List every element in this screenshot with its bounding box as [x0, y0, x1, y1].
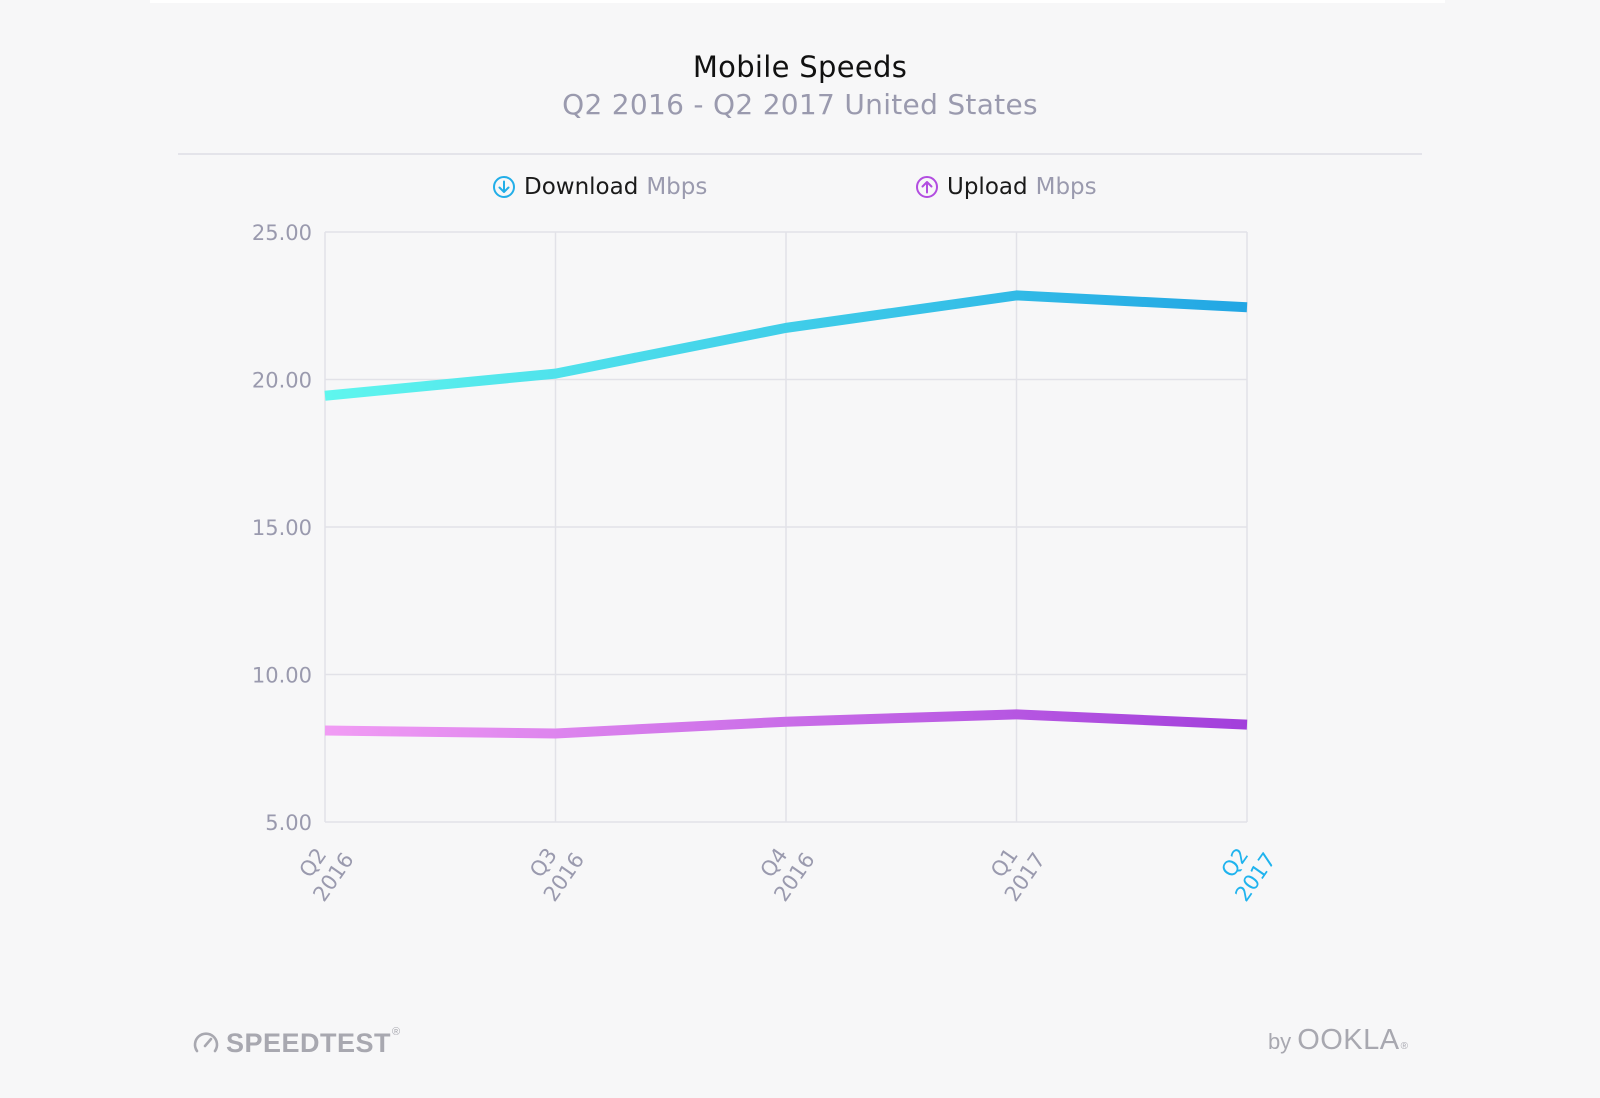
y-tick-label: 10.00 — [252, 664, 312, 688]
series-line-upload — [324, 709, 1248, 739]
legend-download-label: Download — [524, 174, 639, 200]
arrow-down-circle-icon — [493, 176, 515, 198]
ookla-registered-mark: ® — [1400, 1041, 1408, 1052]
speedtest-wordmark: SPEEDTEST — [226, 1027, 392, 1058]
legend-download: Download Mbps — [492, 172, 707, 202]
ookla-logo: by OOKLA ® — [1268, 1024, 1408, 1058]
legend-upload-label: Upload — [947, 174, 1028, 200]
y-tick-label: 5.00 — [265, 811, 312, 835]
speedtest-registered-mark: ® — [392, 1026, 401, 1038]
legend-upload-unit: Mbps — [1035, 174, 1097, 200]
speedtest-logo: SPEEDTEST ® — [192, 1026, 400, 1060]
chart-subtitle: Q2 2016 - Q2 2017 United States — [562, 88, 1038, 121]
y-tick-label: 25.00 — [252, 221, 312, 245]
top-strip — [150, 0, 1445, 3]
chart-title: Mobile Speeds — [692, 50, 908, 84]
legend-upload: Upload Mbps — [915, 172, 1097, 202]
arrow-up-circle-icon — [916, 176, 938, 198]
series-line-download — [324, 290, 1248, 401]
series — [324, 290, 1248, 739]
y-tick-label: 15.00 — [252, 516, 312, 540]
speedometer-icon — [193, 1032, 219, 1053]
ookla-by-text: by — [1267, 1029, 1292, 1054]
header-divider — [178, 153, 1422, 155]
y-tick-label: 20.00 — [252, 369, 312, 393]
legend-download-unit: Mbps — [646, 174, 708, 200]
ookla-wordmark: OOKLA — [1297, 1024, 1400, 1056]
y-axis-ticks: 25.00 20.00 15.00 10.00 5.00 — [252, 221, 312, 835]
